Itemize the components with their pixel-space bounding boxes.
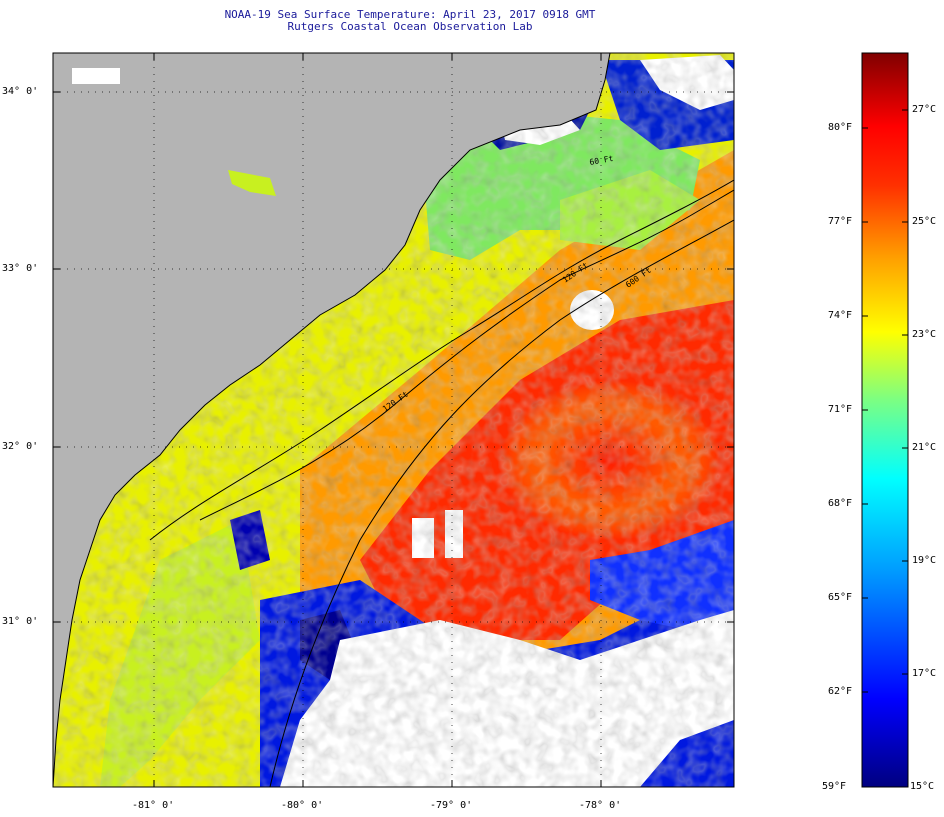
island-lake <box>228 170 276 196</box>
cb-f-77: 77°F <box>828 216 853 227</box>
lat-label-32: 32° 0' <box>2 441 39 452</box>
cb-f-65: 65°F <box>828 592 853 603</box>
map-frame <box>52 52 735 788</box>
cb-f-62: 62°F <box>828 686 853 697</box>
cb-c-25: 25°C <box>912 216 937 227</box>
cb-c-17: 17°C <box>912 668 937 679</box>
ticks <box>53 53 734 787</box>
colorbar-ticks <box>862 109 908 693</box>
lon-label-78: -78° 0' <box>579 800 622 811</box>
contour-600ft <box>269 219 734 787</box>
contour-label-60: 60 Ft <box>589 154 614 167</box>
lon-label-79: -79° 0' <box>430 800 473 811</box>
cb-f-71: 71°F <box>828 404 853 415</box>
lon-label-80: -80° 0' <box>281 800 324 811</box>
contour-60ft <box>149 179 734 541</box>
land <box>53 53 610 787</box>
cb-c-15: 15°C <box>910 781 935 792</box>
coastline <box>53 53 611 787</box>
lat-label-33: 33° 0' <box>2 263 39 274</box>
cb-c-21: 21°C <box>912 442 937 453</box>
lon-label-81: -81° 0' <box>132 800 175 811</box>
cb-f-74: 74°F <box>828 310 853 321</box>
land-cloud-patch <box>72 68 120 84</box>
map-title: NOAA-19 Sea Surface Temperature: April 2… <box>224 8 596 21</box>
cb-f-80: 80°F <box>828 122 853 133</box>
lat-label-31: 31° 0' <box>2 616 39 627</box>
cb-f-59: 59°F <box>822 781 847 792</box>
contour-120ft <box>199 189 734 521</box>
lat-label-34: 34° 0' <box>2 86 39 97</box>
cb-f-68: 68°F <box>828 498 853 509</box>
cb-c-27: 27°C <box>912 104 937 115</box>
cb-c-19: 19°C <box>912 555 937 566</box>
cb-c-23: 23°C <box>912 329 937 340</box>
map-subtitle: Rutgers Coastal Ocean Observation Lab <box>287 20 533 33</box>
colorbar <box>861 52 909 788</box>
